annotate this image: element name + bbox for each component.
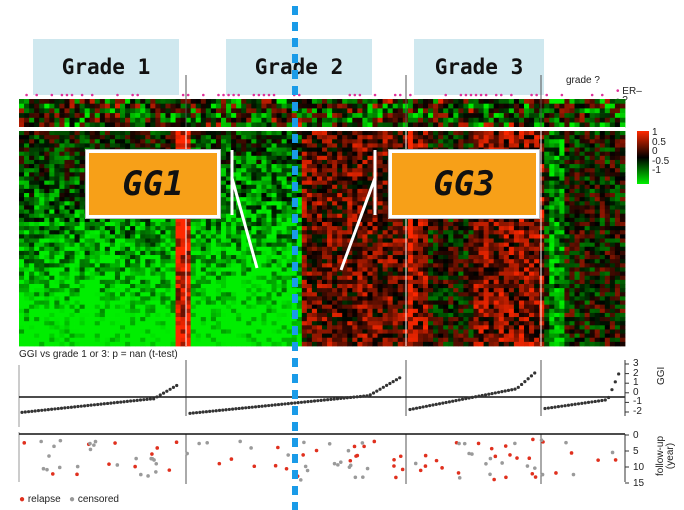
point-legend: ● relapse ● censored (19, 494, 119, 505)
censored-legend-label: censored (77, 494, 119, 505)
ggi-tick: -1 (633, 396, 642, 408)
color-scale-tick: 0 (652, 146, 658, 157)
heatmap-separator (19, 127, 625, 131)
color-scale-labels: 1 0.5 0 -0.5 -1 (652, 128, 669, 176)
gg1-cluster-label: GG1 (86, 150, 220, 218)
gg1-pointer (230, 177, 259, 269)
grade-2-label: Grade 2 (226, 39, 372, 95)
ggi-tick: 2 (633, 367, 639, 379)
ggi-tick: -2 (633, 405, 642, 417)
followup-tick: 5 (633, 446, 639, 457)
ggi-points (20, 371, 621, 415)
ggi-tick: 1 (633, 377, 639, 389)
grade-3-label: Grade 3 (414, 39, 544, 95)
expression-heatmap (19, 99, 626, 347)
grade-unknown-label: grade ? (566, 75, 600, 86)
gg3-cluster-label: GG3 (389, 150, 539, 218)
ggi-tick-labels: 3 2 1 0 -1 -2 (633, 359, 642, 417)
followup-axis-label: follow-up (year) (655, 435, 676, 477)
gg3-pointer (339, 177, 377, 271)
color-scale-tick: 1 (652, 127, 658, 138)
ggi-axis-label: GGI (656, 366, 667, 385)
ggi-panel (18, 360, 629, 427)
ggi-tick: 3 (633, 358, 639, 369)
er-negative-label: ER– (622, 86, 642, 97)
color-scale-bar (637, 131, 649, 184)
followup-tick: 10 (633, 462, 645, 473)
ggi-tick: 0 (633, 386, 639, 398)
color-scale-tick: -1 (652, 165, 661, 176)
followup-tick: 0 (633, 430, 639, 441)
followup-panel (18, 432, 629, 484)
followup-points (22, 437, 618, 482)
grade-1-label: Grade 1 (33, 39, 179, 95)
ggi-title: GGI vs grade 1 or 3: p = nan (t-test) (19, 349, 178, 360)
er-marker-row (25, 93, 604, 97)
color-scale-tick: 0.5 (652, 136, 666, 148)
followup-tick: 15 (633, 478, 645, 489)
color-scale-tick: -0.5 (652, 155, 670, 167)
relapse-legend-label: relapse (27, 494, 61, 505)
